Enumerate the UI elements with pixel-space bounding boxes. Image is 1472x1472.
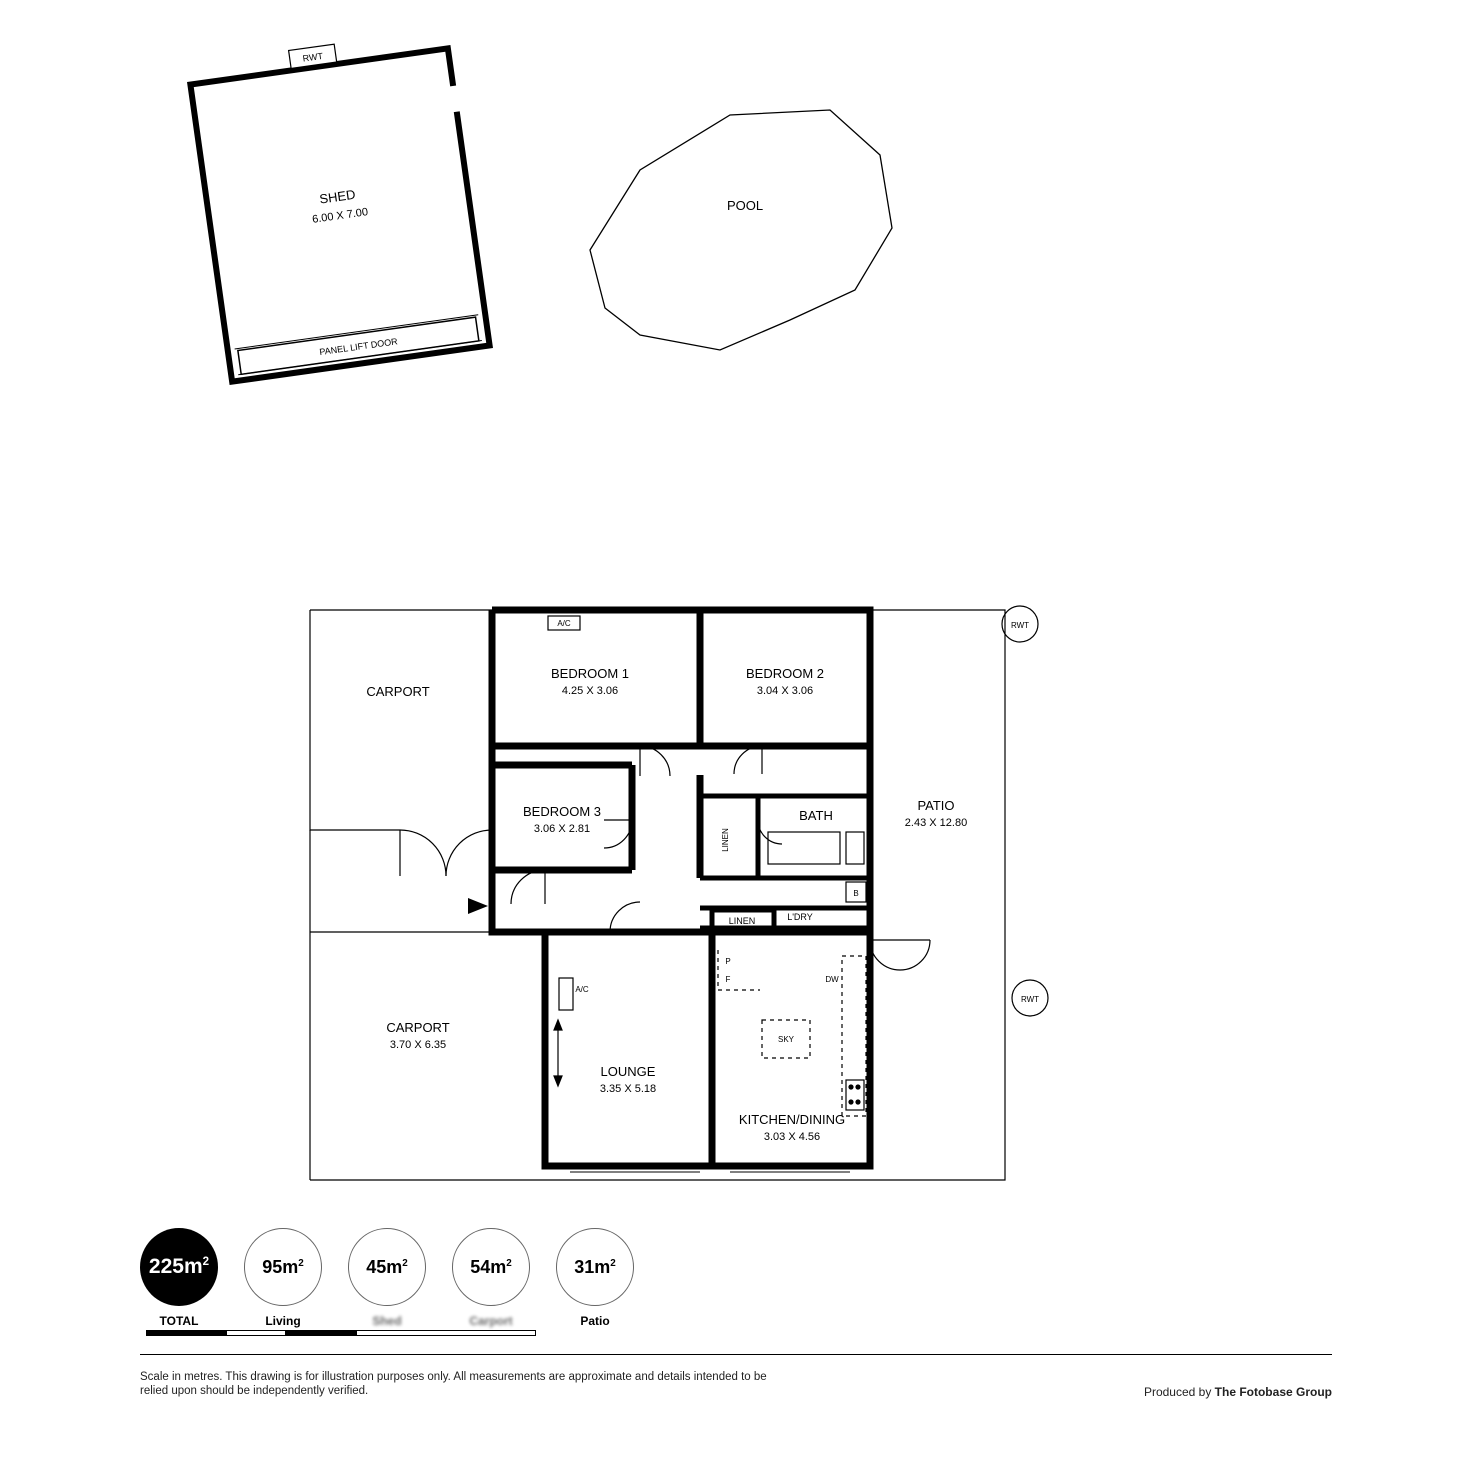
kitchen-dims: 3.03 X 4.56	[764, 1131, 820, 1143]
shed-label: SHED	[318, 187, 356, 207]
footer-rule	[140, 1354, 1332, 1355]
lounge-label: LOUNGE	[601, 1064, 656, 1079]
kitchen-dw: DW	[825, 975, 839, 984]
summary-total: 225m2 TOTAL	[140, 1228, 218, 1328]
disclaimer-text: Scale in metres. This drawing is for ill…	[140, 1370, 780, 1399]
carport-upper-label: CARPORT	[366, 684, 429, 699]
upper-structures: PANEL LIFT DOOR RWT SHED 6.00 X 7.00 POO…	[0, 0, 1472, 600]
scale-bar	[146, 1330, 536, 1336]
ldry-label: L'DRY	[787, 912, 813, 922]
summary-carport-label: Carport	[469, 1314, 512, 1328]
kitchen-sky: SKY	[778, 1035, 795, 1044]
linen2-label: LINEN	[729, 916, 756, 926]
kitchen-p: P	[725, 957, 730, 966]
summary-shed: 45m2 Shed	[348, 1228, 426, 1328]
bedroom3-dims: 3.06 X 2.81	[534, 823, 590, 835]
bedroom2-label: BEDROOM 2	[746, 666, 824, 681]
bedroom3-label: BEDROOM 3	[523, 804, 601, 819]
summary-living-label: Living	[265, 1314, 300, 1328]
door-arcs	[400, 746, 930, 970]
shed: PANEL LIFT DOOR RWT SHED 6.00 X 7.00	[188, 28, 496, 382]
house-plan: CARPORT BEDROOM 1 4.25 X 3.06 A/C BEDROO…	[0, 520, 1472, 1220]
rwt2-label: RWT	[1021, 995, 1039, 1004]
bedroom1-dims: 4.25 X 3.06	[562, 685, 618, 697]
lounge-dims: 3.35 X 5.18	[600, 1083, 656, 1095]
pool-label: POOL	[727, 198, 763, 213]
producer-credit: Produced by The Fotobase Group	[1144, 1385, 1332, 1399]
summary-total-label: TOTAL	[160, 1314, 199, 1328]
carport-lower-label: CARPORT	[386, 1020, 449, 1035]
patio-dims: 2.43 X 12.80	[905, 817, 967, 829]
bedroom1-label: BEDROOM 1	[551, 666, 629, 681]
summary-patio: 31m2 Patio	[556, 1228, 634, 1328]
bath-label: BATH	[799, 808, 833, 823]
summary-shed-label: Shed	[372, 1314, 401, 1328]
lounge-ac: A/C	[575, 985, 589, 994]
summary-carport: 54m2 Carport	[452, 1228, 530, 1328]
carport-lower-dims: 3.70 X 6.35	[390, 1039, 446, 1051]
summary-row: 225m2 TOTAL 95m2 Living 45m2 Shed 54m2 C…	[140, 1228, 634, 1328]
bedroom2-dims: 3.04 X 3.06	[757, 685, 813, 697]
footer: Scale in metres. This drawing is for ill…	[140, 1370, 1332, 1399]
linen1-label: LINEN	[721, 828, 730, 852]
kitchen-f: F	[726, 975, 731, 984]
summary-living: 95m2 Living	[244, 1228, 322, 1328]
bedroom1-ac: A/C	[557, 619, 571, 628]
entry-marker	[468, 898, 488, 914]
shed-dims: 6.00 X 7.00	[311, 206, 368, 226]
b-label: B	[853, 889, 858, 898]
patio-label: PATIO	[917, 798, 954, 813]
summary-patio-label: Patio	[580, 1314, 609, 1328]
rwt1-label: RWT	[1011, 621, 1029, 630]
pool: POOL	[590, 110, 892, 350]
kitchen-label: KITCHEN/DINING	[739, 1112, 845, 1127]
